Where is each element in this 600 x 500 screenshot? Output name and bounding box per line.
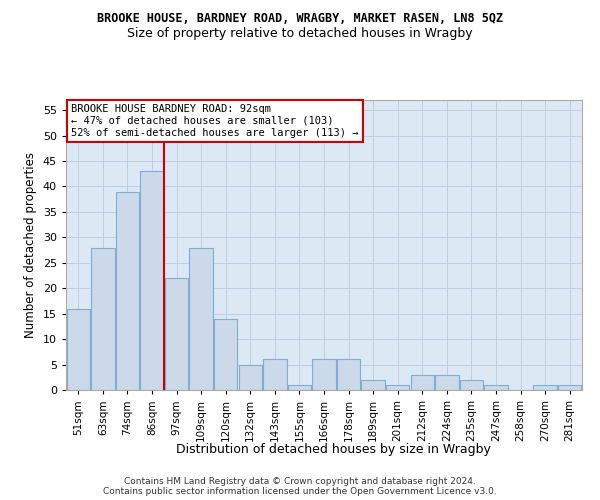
Bar <box>410 374 434 390</box>
Bar <box>288 385 311 390</box>
Y-axis label: Number of detached properties: Number of detached properties <box>24 152 37 338</box>
Bar <box>386 385 409 390</box>
Text: Distribution of detached houses by size in Wragby: Distribution of detached houses by size … <box>176 442 490 456</box>
Bar <box>165 278 188 390</box>
Bar <box>558 385 581 390</box>
Bar <box>239 364 262 390</box>
Text: BROOKE HOUSE BARDNEY ROAD: 92sqm
← 47% of detached houses are smaller (103)
52% : BROOKE HOUSE BARDNEY ROAD: 92sqm ← 47% o… <box>71 104 359 138</box>
Text: Contains public sector information licensed under the Open Government Licence v3: Contains public sector information licen… <box>103 488 497 496</box>
Bar <box>140 171 164 390</box>
Bar <box>460 380 483 390</box>
Text: Contains HM Land Registry data © Crown copyright and database right 2024.: Contains HM Land Registry data © Crown c… <box>124 478 476 486</box>
Bar <box>91 248 115 390</box>
Bar <box>361 380 385 390</box>
Bar <box>190 248 213 390</box>
Bar <box>313 360 335 390</box>
Text: Size of property relative to detached houses in Wragby: Size of property relative to detached ho… <box>127 28 473 40</box>
Bar <box>435 374 458 390</box>
Bar <box>214 319 238 390</box>
Bar <box>116 192 139 390</box>
Bar <box>263 360 287 390</box>
Text: BROOKE HOUSE, BARDNEY ROAD, WRAGBY, MARKET RASEN, LN8 5QZ: BROOKE HOUSE, BARDNEY ROAD, WRAGBY, MARK… <box>97 12 503 26</box>
Bar <box>337 360 360 390</box>
Bar <box>67 308 90 390</box>
Bar <box>533 385 557 390</box>
Bar <box>484 385 508 390</box>
